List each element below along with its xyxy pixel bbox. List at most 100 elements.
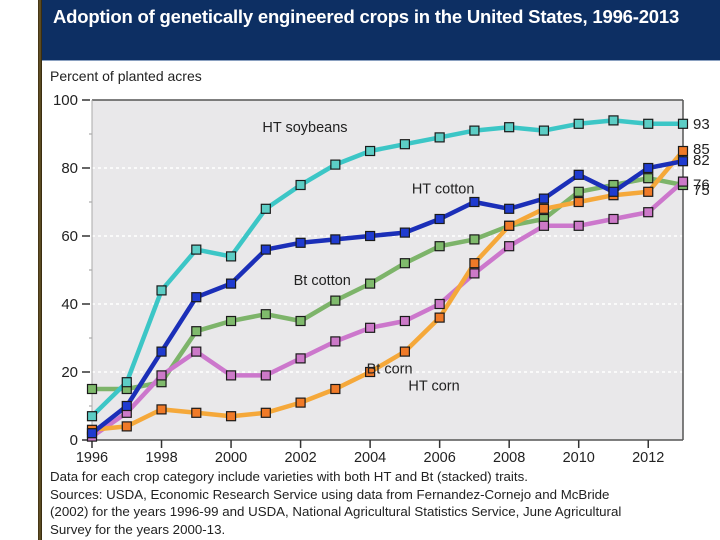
x-tick-label: 2006 (424, 450, 456, 465)
data-point (191, 244, 202, 255)
x-tick-label: 2010 (563, 450, 595, 465)
y-tick-label: 60 (61, 228, 78, 245)
data-point (121, 400, 132, 412)
data-point (260, 407, 271, 418)
data-point (330, 159, 341, 170)
data-point (643, 162, 654, 174)
data-point (399, 139, 410, 150)
data-point (156, 404, 167, 415)
plot-area (92, 100, 683, 440)
data-point (225, 251, 237, 262)
series-group (86, 115, 689, 442)
series-line-bt-cotton (89, 175, 686, 392)
data-point (469, 234, 480, 245)
data-point (677, 176, 689, 187)
end-value-label: 93 (693, 116, 710, 133)
series-label: Bt corn (367, 362, 413, 378)
data-point (573, 196, 584, 208)
data-point (330, 295, 341, 306)
y-tick-label: 20 (61, 364, 78, 381)
data-point (469, 268, 480, 279)
series-label: HT soybeans (262, 120, 347, 136)
data-point (538, 203, 550, 214)
data-point (191, 292, 202, 303)
note-line: Data for each crop category include vari… (50, 469, 528, 484)
data-point (677, 156, 689, 167)
series-line-bt-corn (89, 179, 686, 439)
data-point (399, 227, 410, 238)
data-point (225, 315, 237, 327)
data-point (86, 428, 98, 439)
line-chart: 0 20 40 60 80 100 1996 1998 2000 2002 2004 2006 2008… (53, 92, 710, 465)
series-label: HT corn (408, 379, 459, 395)
data-point (643, 186, 654, 197)
data-point (225, 411, 237, 422)
data-point (643, 207, 654, 218)
data-point (573, 186, 584, 197)
data-point (365, 145, 376, 157)
data-point (295, 179, 306, 191)
data-point (469, 125, 480, 136)
frame-edge (38, 0, 42, 540)
note-line: Survey for the years 2000-13. (50, 521, 226, 537)
data-point (608, 115, 619, 126)
chart-title: Adoption of genetically engineered crops… (53, 6, 680, 27)
data-point (330, 234, 341, 245)
data-point (504, 122, 515, 133)
data-point (538, 220, 550, 231)
data-point (677, 118, 689, 129)
data-point (330, 383, 341, 395)
end-value-label: 85 (693, 141, 710, 158)
data-point (573, 220, 584, 231)
data-point (295, 397, 306, 408)
series-line-ht-corn (89, 148, 686, 433)
data-point (399, 346, 410, 357)
data-point (330, 336, 341, 347)
axes: 0 20 40 60 80 100 1996 1998 2000 2002 2004 2006 2008… (53, 92, 684, 465)
data-point (469, 258, 480, 269)
x-tick-label: 2008 (493, 450, 525, 465)
data-point (504, 203, 515, 214)
x-tick-label: 2012 (632, 450, 664, 465)
chart-header: Adoption of genetically engineered crops… (42, 0, 720, 61)
data-point (121, 421, 132, 432)
data-point (434, 241, 445, 252)
x-tick-label: 2000 (215, 450, 247, 465)
y-axis-label: Percent of planted acres (50, 68, 202, 84)
data-point (225, 370, 237, 381)
end-value-label: 82 (693, 152, 710, 169)
series-line-ht-soybeans (89, 118, 686, 419)
data-point (260, 203, 271, 214)
y-tick-label: 0 (70, 432, 78, 449)
data-point (504, 220, 515, 231)
data-point (86, 383, 98, 395)
y-tick-label: 40 (61, 296, 78, 313)
data-point (573, 118, 584, 129)
data-point (538, 125, 550, 136)
x-tick-label: 2002 (284, 450, 316, 465)
data-point (295, 315, 306, 327)
data-point (469, 196, 480, 208)
x-tick-label: 2004 (354, 450, 386, 465)
data-point (295, 353, 306, 364)
data-point (156, 346, 167, 357)
data-point (434, 298, 445, 310)
data-point (121, 377, 132, 388)
data-point (191, 346, 202, 357)
data-point (365, 322, 376, 333)
data-point (677, 145, 689, 157)
note-line: Sources: USDA, Economic Research Service… (50, 486, 610, 502)
data-point (573, 169, 584, 180)
data-point (504, 241, 515, 252)
data-point (260, 309, 271, 320)
data-point (643, 118, 654, 129)
data-point (191, 326, 202, 337)
x-tick-label: 1996 (76, 450, 108, 465)
data-point (295, 237, 306, 248)
data-point (365, 366, 376, 378)
series-label: Bt cotton (294, 273, 351, 289)
data-point (156, 370, 167, 381)
data-point (538, 193, 550, 204)
data-point (365, 278, 376, 289)
